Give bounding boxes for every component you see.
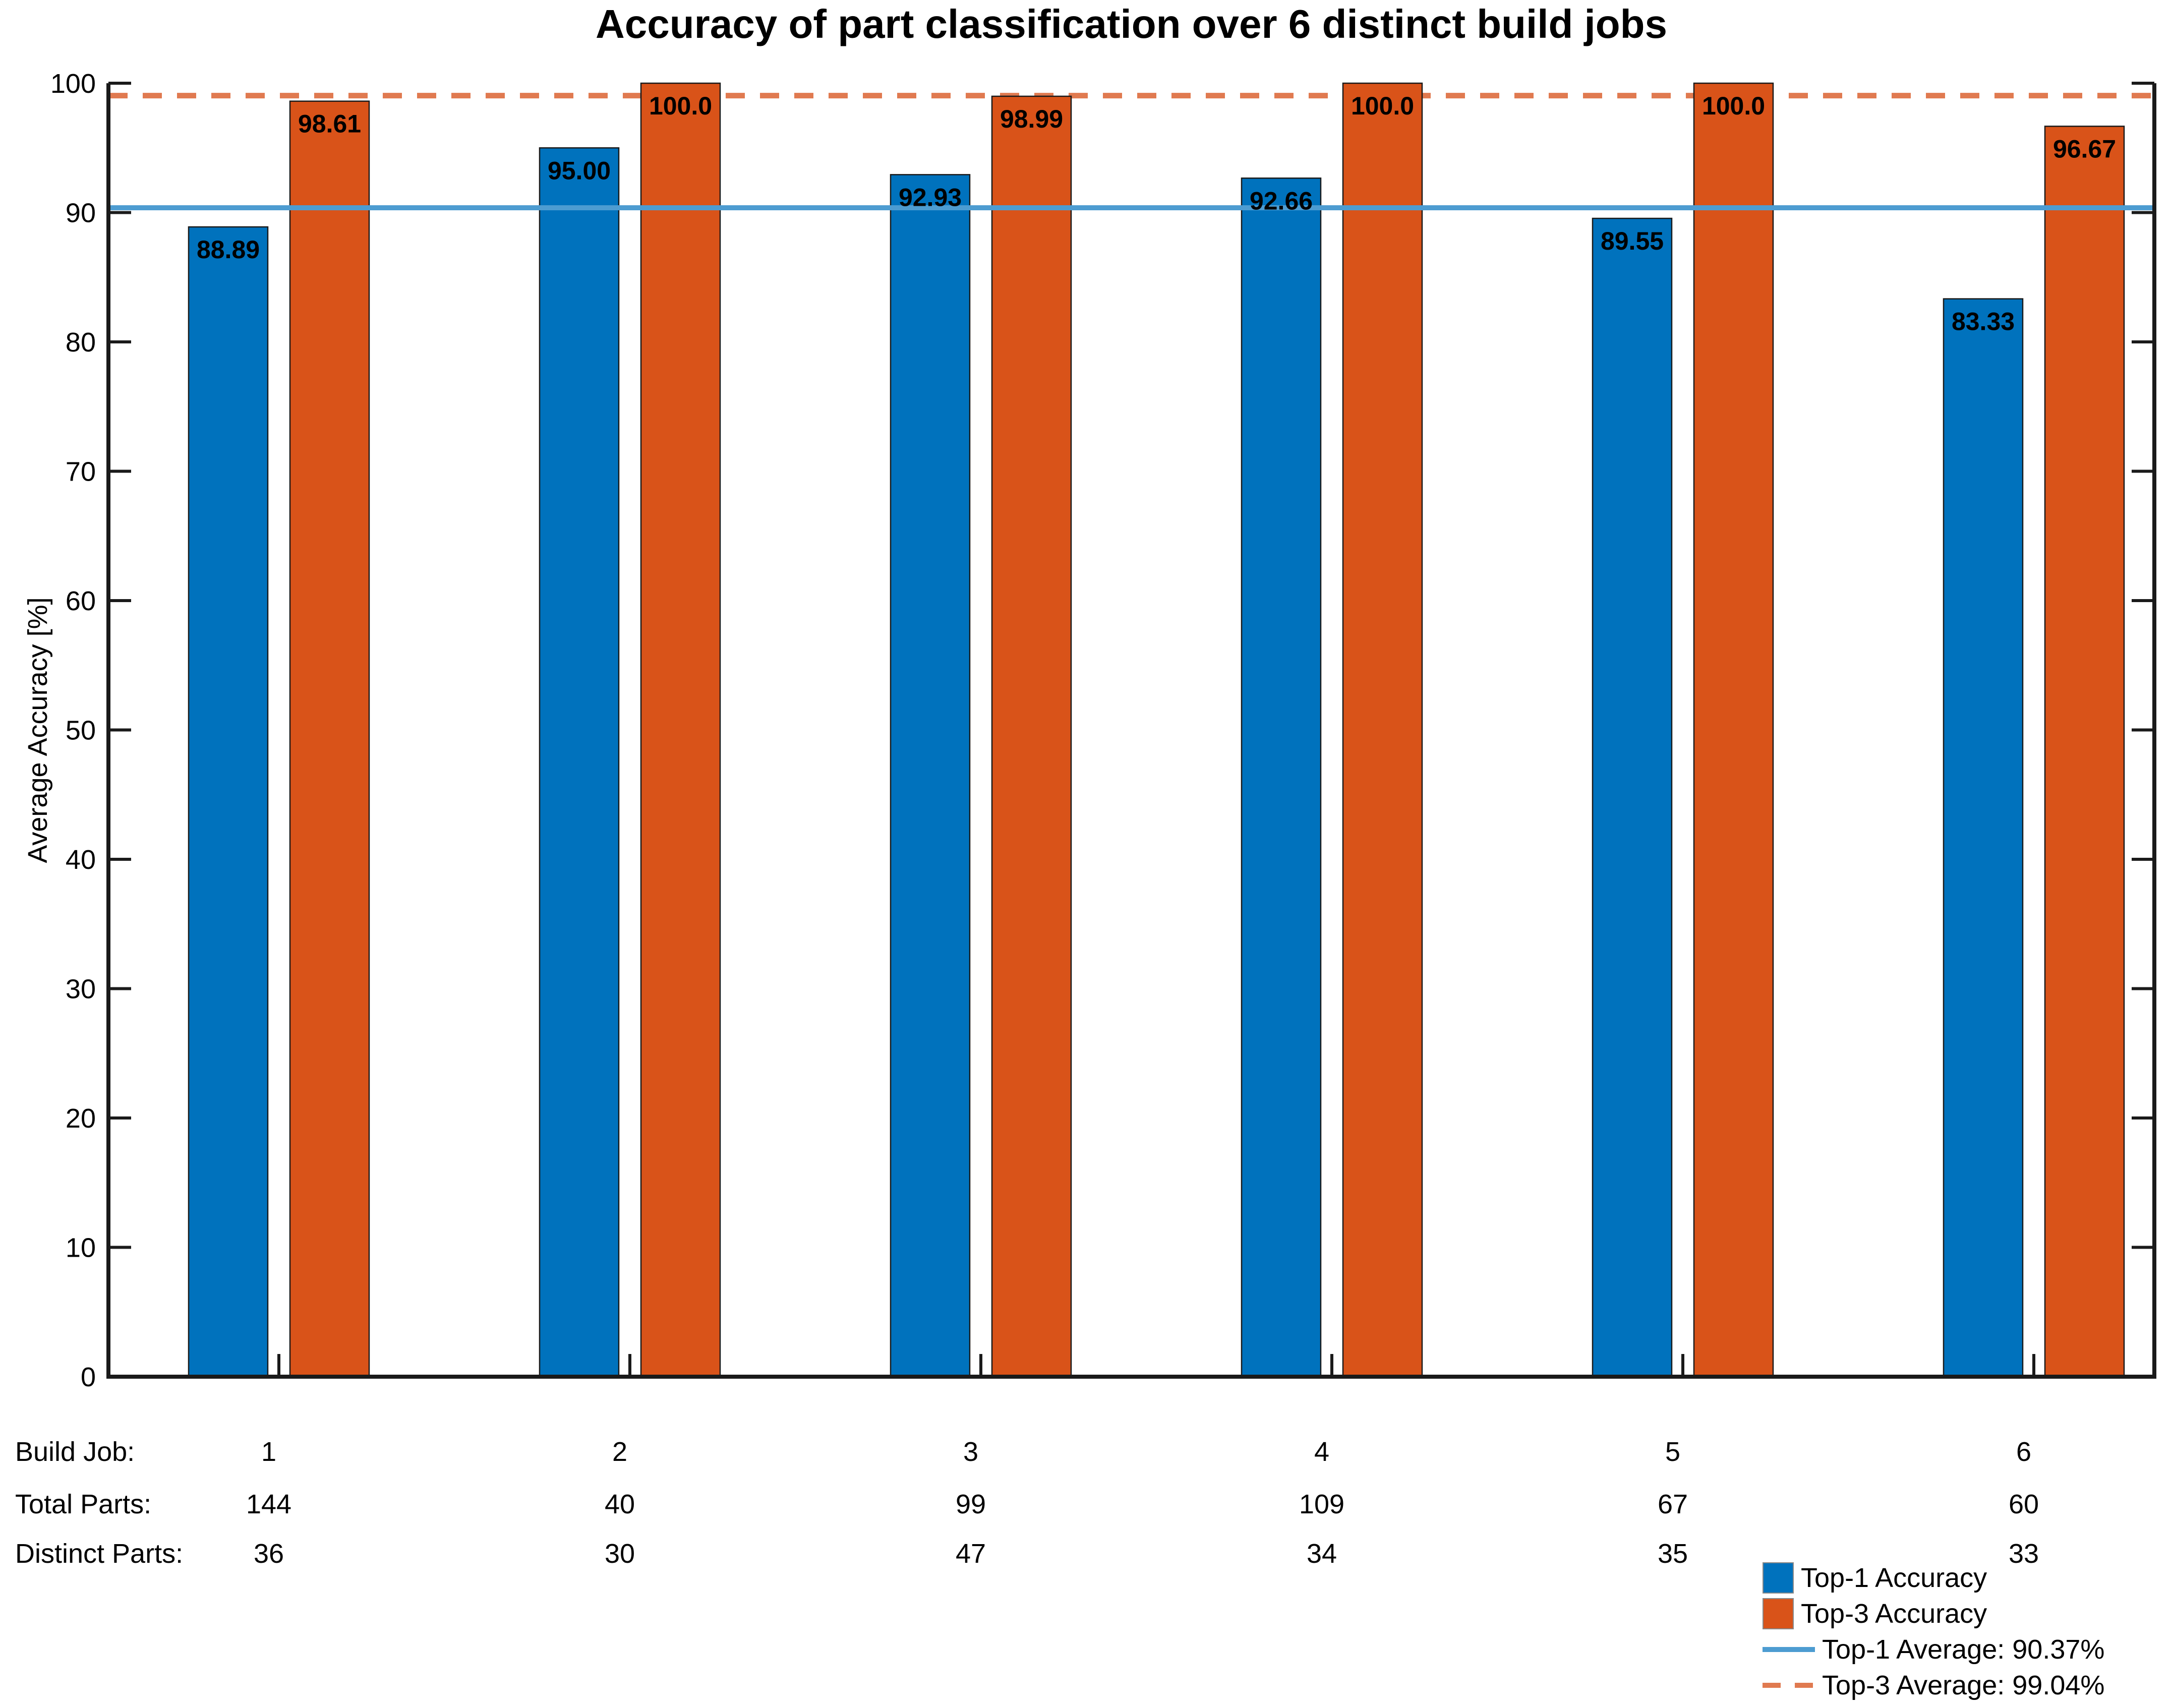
bar-top1-job3 xyxy=(890,174,971,1378)
bar-top1-job4 xyxy=(1241,178,1322,1378)
bar-top1-job6 xyxy=(1943,298,2024,1378)
info-cell-r0-job3: 3 xyxy=(963,1437,979,1467)
bar-top3-job3 xyxy=(991,95,1072,1378)
legend-item-top3-accuracy-label: Top-3 Accuracy xyxy=(1801,1599,1987,1629)
y-tick-label-10: 10 xyxy=(66,1233,96,1263)
y-tick-label-70: 70 xyxy=(66,457,96,487)
bar-value-label-top1-job5: 89.55 xyxy=(1601,227,1664,255)
info-cell-r0-job5: 5 xyxy=(1665,1437,1681,1467)
bar-top3-job2 xyxy=(640,82,721,1378)
legend-item-top1-average-line-sample xyxy=(1763,1647,1815,1652)
info-cell-r1-job2: 40 xyxy=(604,1489,635,1519)
bar-top3-job4 xyxy=(1342,82,1423,1378)
bar-top3-job6 xyxy=(2044,126,2125,1378)
info-cell-r2-job3: 47 xyxy=(955,1539,986,1569)
info-cell-r1-job3: 99 xyxy=(955,1489,986,1519)
bar-value-label-top3-job1: 98.61 xyxy=(298,110,361,138)
y-tick-label-90: 90 xyxy=(66,198,96,228)
y-tick-label-60: 60 xyxy=(66,586,96,616)
info-cell-r1-job1: 144 xyxy=(246,1489,292,1519)
legend-item-top1-accuracy-label: Top-1 Accuracy xyxy=(1801,1563,1987,1593)
legend-item-top3-average-line-sample xyxy=(1763,1683,1815,1688)
info-cell-r1-job5: 67 xyxy=(1657,1489,1688,1519)
info-cell-r2-job1: 36 xyxy=(253,1539,284,1569)
legend-item-top1-accuracy: Top-1 Accuracy xyxy=(1763,1560,1987,1596)
legend-item-top3-average-label: Top-3 Average: 99.04% xyxy=(1822,1670,2105,1700)
bar-value-label-top3-job6: 96.67 xyxy=(2053,135,2116,163)
y-tick-label-20: 20 xyxy=(66,1103,96,1134)
legend-item-top3-accuracy-swatch xyxy=(1763,1598,1794,1629)
bar-top1-job5 xyxy=(1592,217,1673,1378)
info-cell-r0-job4: 4 xyxy=(1314,1437,1330,1467)
legend-item-top1-average-label: Top-1 Average: 90.37% xyxy=(1822,1634,2105,1665)
info-cell-r0-job1: 1 xyxy=(261,1437,277,1467)
info-cell-r1-job6: 60 xyxy=(2008,1489,2039,1519)
info-row-label-2: Distinct Parts: xyxy=(15,1539,184,1569)
info-row-label-0: Build Job: xyxy=(15,1437,135,1467)
bar-value-label-top1-job4: 92.66 xyxy=(1250,187,1313,215)
info-row-label-1: Total Parts: xyxy=(15,1489,152,1519)
bar-top3-job1 xyxy=(289,100,370,1378)
bar-value-label-top3-job3: 98.99 xyxy=(1000,105,1063,133)
y-tick-label-0: 0 xyxy=(81,1362,96,1392)
legend-item-top3-accuracy: Top-3 Accuracy xyxy=(1763,1596,1987,1631)
bar-value-label-top3-job5: 100.0 xyxy=(1702,92,1765,120)
legend-item-top1-average: Top-1 Average: 90.37% xyxy=(1763,1632,2104,1667)
bar-top1-job2 xyxy=(539,147,620,1378)
y-tick-label-40: 40 xyxy=(66,845,96,875)
bar-value-label-top3-job4: 100.0 xyxy=(1351,92,1414,120)
bar-value-label-top1-job6: 83.33 xyxy=(1952,308,2015,336)
bar-value-label-top1-job1: 88.89 xyxy=(197,235,260,264)
bar-value-label-top1-job2: 95.00 xyxy=(548,156,611,185)
bar-top3-job5 xyxy=(1693,82,1774,1378)
bar-value-label-top3-job2: 100.0 xyxy=(649,92,712,120)
info-cell-r1-job4: 109 xyxy=(1299,1489,1345,1519)
info-cell-r2-job5: 35 xyxy=(1657,1539,1688,1569)
y-tick-label-100: 100 xyxy=(50,69,96,99)
chart-title: Accuracy of part classification over 6 d… xyxy=(596,2,1667,46)
info-cell-r2-job6: 33 xyxy=(2008,1539,2039,1569)
y-tick-label-80: 80 xyxy=(66,327,96,358)
info-cell-r0-job6: 6 xyxy=(2016,1437,2032,1467)
y-tick-label-50: 50 xyxy=(66,716,96,746)
legend-item-top3-average: Top-3 Average: 99.04% xyxy=(1763,1668,2104,1703)
legend-item-top1-accuracy-swatch xyxy=(1763,1562,1794,1594)
info-cell-r0-job2: 2 xyxy=(612,1437,628,1467)
bar-top1-job1 xyxy=(188,226,269,1378)
bar-value-label-top1-job3: 92.93 xyxy=(899,183,962,211)
y-tick-label-30: 30 xyxy=(66,974,96,1005)
info-cell-r2-job4: 34 xyxy=(1306,1539,1337,1569)
info-cell-r2-job2: 30 xyxy=(604,1539,635,1569)
